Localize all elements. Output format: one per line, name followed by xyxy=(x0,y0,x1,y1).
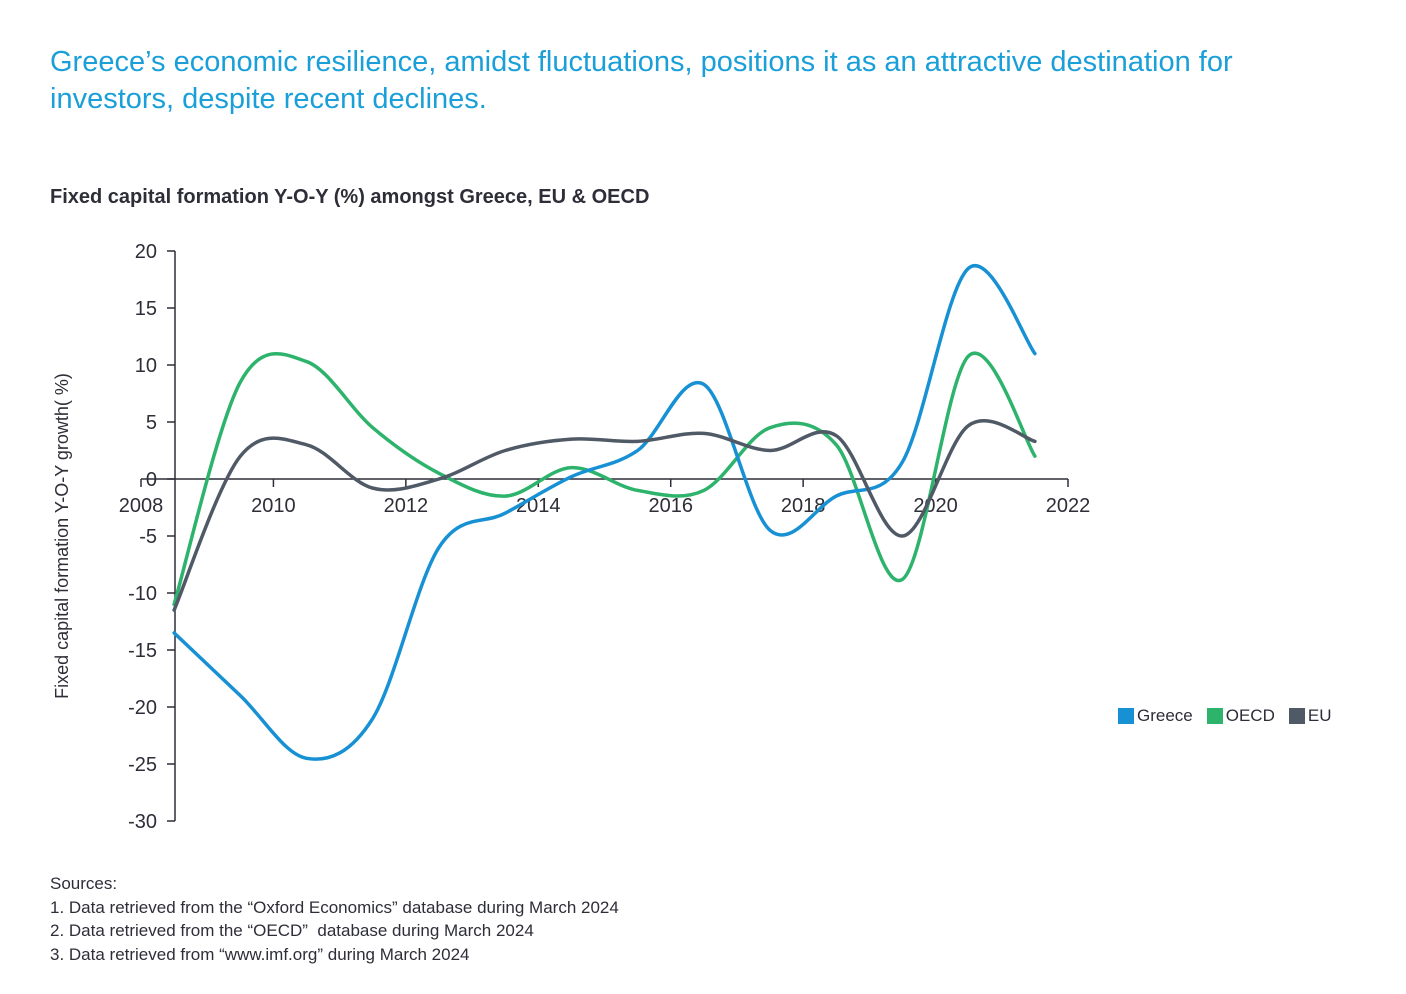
y-tick-label: -5 xyxy=(139,526,157,548)
legend-item-eu: EU xyxy=(1288,706,1332,726)
x-tick-label: 2020 xyxy=(913,495,958,517)
series-line-oecd xyxy=(172,351,1037,607)
y-axis-label: Fixed capital formation Y-O-Y growth( %) xyxy=(52,373,72,699)
y-tick-label: -15 xyxy=(128,640,157,662)
series-line-greece xyxy=(172,264,1037,761)
y-tick-label: 20 xyxy=(135,241,157,263)
x-tick-label: 2016 xyxy=(648,495,693,517)
x-tick-label: 2014 xyxy=(516,495,561,517)
source-line: 1. Data retrieved from the “Oxford Econo… xyxy=(50,897,619,917)
y-tick-label: -30 xyxy=(128,811,157,833)
y-tick-label: 10 xyxy=(135,355,157,377)
legend-swatch-greece xyxy=(1118,708,1134,724)
legend-item-greece: Greece xyxy=(1118,706,1193,726)
chart-title: Fixed capital formation Y-O-Y (%) amongs… xyxy=(50,186,650,208)
source-line: 2. Data retrieved from the “OECD” databa… xyxy=(50,921,534,940)
legend-item-oecd: OECD xyxy=(1206,706,1275,726)
y-tick-label: -10 xyxy=(128,583,157,605)
legend-label-greece: Greece xyxy=(1137,706,1193,725)
series-line-eu xyxy=(172,419,1037,612)
chart-legend: Greece OECD EU xyxy=(1118,706,1340,726)
x-tick-label: 2008 xyxy=(119,495,164,517)
x-tick-label: 2018 xyxy=(781,495,826,517)
x-tick-label: 2010 xyxy=(251,495,296,517)
legend-swatch-oecd xyxy=(1206,708,1223,724)
y-tick-label: -20 xyxy=(128,697,157,719)
legend-label-eu: EU xyxy=(1307,706,1332,725)
page-headline: Greece’s economic resilience, amidst flu… xyxy=(50,46,1233,115)
legend-label-oecd: OECD xyxy=(1225,706,1275,725)
source-line: 3. Data retrieved from “www.imf.org” dur… xyxy=(50,944,470,964)
legend-swatch-eu xyxy=(1288,708,1305,724)
sources-heading: Sources: xyxy=(50,874,118,893)
sources-note: Sources: 1. Data retrieved from the “Oxf… xyxy=(50,872,619,966)
y-tick-label: 15 xyxy=(135,298,157,320)
y-tick-label: 5 xyxy=(146,412,157,434)
y-tick-label: 0 xyxy=(146,469,157,491)
y-tick-label: -25 xyxy=(128,754,157,776)
x-tick-label: 2022 xyxy=(1046,495,1091,517)
x-tick-label: 2012 xyxy=(384,495,429,517)
